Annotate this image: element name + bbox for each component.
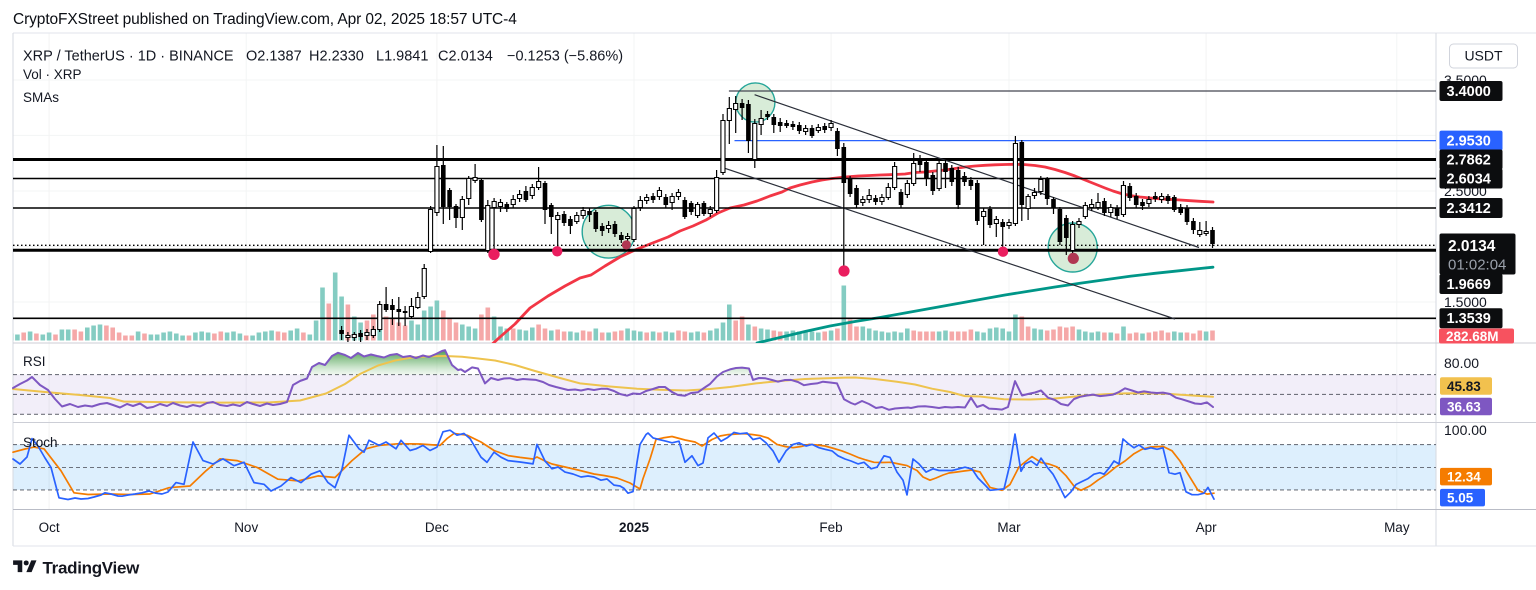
svg-text:Mar: Mar xyxy=(997,520,1021,535)
svg-text:SMAs: SMAs xyxy=(23,90,59,105)
svg-text:RSI: RSI xyxy=(23,354,46,369)
svg-text:2.0134: 2.0134 xyxy=(1448,238,1496,255)
svg-text:O2.1387: O2.1387 xyxy=(246,49,302,65)
svg-text:Vol · XRP: Vol · XRP xyxy=(23,67,82,82)
svg-text:Feb: Feb xyxy=(819,520,842,535)
svg-text:Oct: Oct xyxy=(39,520,60,535)
svg-text:5.05: 5.05 xyxy=(1447,490,1474,505)
svg-text:Apr: Apr xyxy=(1196,520,1218,535)
svg-text:45.83: 45.83 xyxy=(1447,379,1481,394)
svg-text:Dec: Dec xyxy=(425,520,449,535)
svg-text:XRP / TetherUS · 1D · BINANCE: XRP / TetherUS · 1D · BINANCE xyxy=(23,49,234,65)
svg-text:Stoch: Stoch xyxy=(23,435,58,450)
svg-text:C2.0134: C2.0134 xyxy=(438,49,493,65)
svg-text:2.9530: 2.9530 xyxy=(1447,133,1491,149)
svg-text:01:02:04: 01:02:04 xyxy=(1448,257,1506,274)
svg-text:May: May xyxy=(1384,520,1410,535)
svg-text:36.63: 36.63 xyxy=(1447,399,1481,414)
svg-text:2.7862: 2.7862 xyxy=(1447,152,1491,168)
svg-text:H2.2330: H2.2330 xyxy=(309,49,364,65)
svg-text:1.9669: 1.9669 xyxy=(1447,277,1491,293)
svg-text:2025: 2025 xyxy=(619,520,650,535)
svg-text:2.6034: 2.6034 xyxy=(1447,171,1491,187)
svg-text:282.68M: 282.68M xyxy=(1446,329,1499,344)
svg-text:12.34: 12.34 xyxy=(1447,469,1481,484)
svg-text:−0.1253 (−5.86%): −0.1253 (−5.86%) xyxy=(507,49,623,65)
svg-text:3.4000: 3.4000 xyxy=(1447,84,1491,100)
svg-text:L1.9841: L1.9841 xyxy=(376,49,428,65)
svg-text:2.3412: 2.3412 xyxy=(1447,201,1491,217)
svg-text:USDT: USDT xyxy=(1464,48,1503,64)
svg-text:TradingView: TradingView xyxy=(43,559,141,578)
svg-text:1.5000: 1.5000 xyxy=(1444,294,1487,310)
svg-text:100.00: 100.00 xyxy=(1444,422,1487,438)
svg-text:CryptoFXStreet published on Tr: CryptoFXStreet published on TradingView.… xyxy=(13,11,517,28)
svg-text:Nov: Nov xyxy=(234,520,258,535)
svg-text:80.00: 80.00 xyxy=(1444,355,1479,371)
svg-text:1.3539: 1.3539 xyxy=(1447,311,1491,327)
